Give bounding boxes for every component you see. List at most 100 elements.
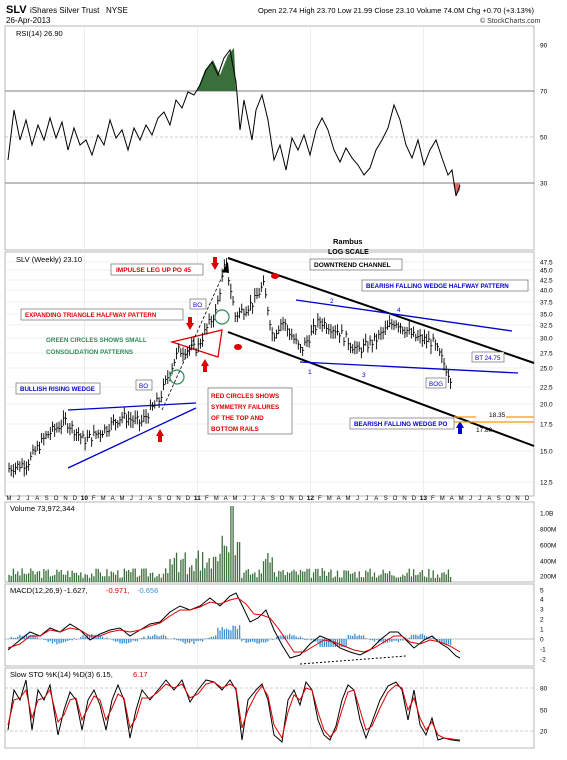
volume-bar xyxy=(269,562,271,582)
volume-bar xyxy=(32,570,34,582)
macd-hist-bar xyxy=(449,639,452,645)
macd-hist-bar xyxy=(408,637,410,639)
price-panel xyxy=(4,251,535,497)
macd-hist-bar xyxy=(243,639,245,640)
macd-hist-bar xyxy=(184,639,186,644)
volume-bar xyxy=(73,572,75,582)
macd-hist-bar xyxy=(21,636,23,639)
x-axis-label: M xyxy=(459,496,464,502)
sto-panel xyxy=(4,667,535,749)
volume-bar xyxy=(306,568,308,582)
rsi-group: RSI(14) 26.90 xyxy=(5,29,534,197)
volume-bar xyxy=(14,574,17,582)
volume-bar xyxy=(386,573,389,582)
macd-hist-bar xyxy=(99,636,102,639)
macd-hist-bar xyxy=(60,639,62,644)
x-axis-label: O xyxy=(54,496,59,502)
macd-hist-bar xyxy=(71,639,73,641)
axis-tick-label: 2 xyxy=(540,617,544,624)
x-axis-label: A xyxy=(111,496,115,502)
volume-bar xyxy=(175,552,178,582)
price-title: SLV (Weekly) 23.10 xyxy=(16,255,82,264)
price-bars xyxy=(8,258,453,478)
axis-tick-label: 25.0 xyxy=(540,366,553,373)
volume-bar xyxy=(67,570,69,582)
volume-bar xyxy=(352,573,354,582)
volume-bar xyxy=(380,574,382,582)
volume-bar xyxy=(114,574,117,582)
macd-hist-bar xyxy=(397,639,400,643)
volume-bar xyxy=(147,576,149,582)
macd-hist-bar xyxy=(208,637,210,639)
volume-bar xyxy=(293,569,295,582)
volume-bar xyxy=(88,577,91,582)
macd-hist-bar xyxy=(173,637,176,639)
volume-bar xyxy=(45,570,47,582)
macd-hist-bar xyxy=(260,639,263,643)
axis-tick-label: 45.0 xyxy=(540,268,553,275)
volume-bar xyxy=(97,568,99,582)
volume-bar xyxy=(27,573,30,582)
macd-divergence-line xyxy=(299,655,407,665)
macd-hist-bar xyxy=(319,639,321,647)
volume-bar xyxy=(80,572,82,582)
macd-hist-bar xyxy=(341,639,343,647)
x-axis-label: M xyxy=(440,496,445,502)
red-circles-label-2: SYMMETRY FAILURES xyxy=(211,404,279,411)
macd-hist-bar xyxy=(158,636,160,639)
macd-hist-bar xyxy=(265,639,267,643)
macd-hist-bar xyxy=(430,638,432,639)
volume-bar xyxy=(158,573,160,582)
macd-hist-bar xyxy=(245,639,247,643)
macd-hist-bar xyxy=(149,636,152,639)
volume-bar xyxy=(271,557,273,582)
volume-bar xyxy=(34,574,36,582)
expanding-label: EXPANDING TRIANGLE HALFWAY PATTERN xyxy=(25,312,157,319)
macd-hist-bar xyxy=(17,636,19,639)
x-axis-label: 13 xyxy=(420,495,428,502)
x-axis-label: A xyxy=(374,496,378,502)
volume-bar xyxy=(221,535,223,582)
volume-bar xyxy=(312,572,315,582)
x-axis-label: 11 xyxy=(194,495,201,502)
volume-bar xyxy=(295,571,297,582)
macd-group: MACD(12,26,9) -1.627, -0.971, -0.656 xyxy=(5,586,534,665)
axis-tick-label: 50 xyxy=(540,708,548,715)
macd-hist-bar xyxy=(47,639,49,642)
volume-bar xyxy=(332,577,334,582)
axis-tick-label: 0 xyxy=(540,637,544,644)
volume-bar xyxy=(21,568,23,582)
macd-hist-bar xyxy=(10,636,12,639)
macd-hist-bar xyxy=(249,639,252,643)
axis-tick-label: 40.0 xyxy=(540,288,553,295)
x-axis-label: S xyxy=(45,496,49,502)
macd-hist-bar xyxy=(238,625,241,639)
volume-bar xyxy=(378,575,380,582)
x-axis-label: M xyxy=(346,496,351,502)
macd-hist-bar xyxy=(445,639,447,645)
volume-bar xyxy=(101,576,104,582)
x-axis-label: N xyxy=(63,496,67,502)
volume-bar xyxy=(238,542,241,582)
impulse-arrow-head xyxy=(222,262,229,273)
macd-hist-bar xyxy=(128,639,130,643)
macd-hist-bar xyxy=(221,627,223,639)
macd-hist-bar xyxy=(365,638,367,639)
axis-tick-label: 20.0 xyxy=(540,402,553,409)
macd-hist-bar xyxy=(206,638,208,639)
bullish-wedge-box xyxy=(15,382,101,395)
volume-bar xyxy=(151,572,154,582)
volume-bar xyxy=(184,552,186,582)
macd-hist-bar xyxy=(56,639,58,645)
macd-hist-bar xyxy=(132,639,134,641)
axis-tick-label: 22.5 xyxy=(540,385,553,392)
macd-hist-bar xyxy=(441,639,443,643)
volume-bar xyxy=(345,570,347,582)
volume-bar xyxy=(410,576,413,582)
point-1: 1 xyxy=(308,369,312,376)
downtrend-bottom-rail xyxy=(227,331,535,447)
macd-hist-bar xyxy=(362,635,365,639)
price-group: SLV (Weekly) 23.10 Rambus LOG SCALE 18.3… xyxy=(8,237,535,478)
macd-hist-bar xyxy=(134,639,136,642)
date-label: 26-Apr-2013 xyxy=(6,16,51,25)
